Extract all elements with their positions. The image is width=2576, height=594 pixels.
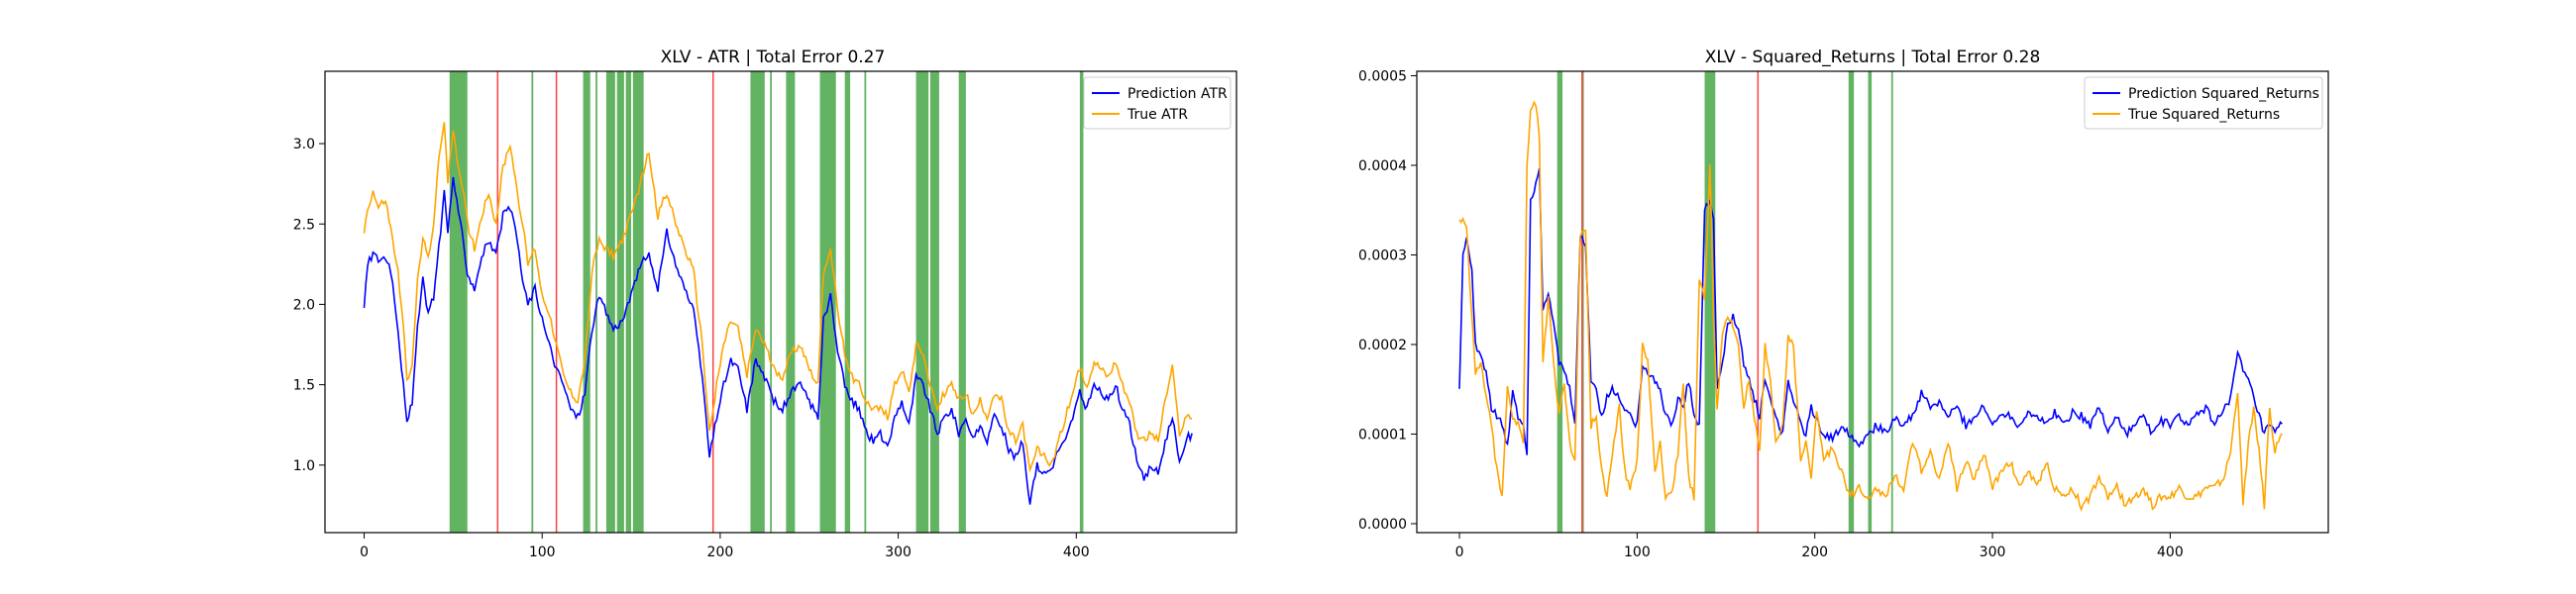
y-axis: 1.0 1.5 2.0 2.5 3.0 (293, 137, 325, 474)
y-tick-label: 3.0 (293, 137, 315, 152)
chart-squared-returns: XLV - Squared_Returns | Total Error 0.28… (1358, 48, 2329, 560)
error-span (632, 71, 644, 533)
series-line (1458, 168, 2283, 455)
x-axis: 0 100 200 300 400 (1455, 533, 2184, 560)
chart-title: XLV - ATR | Total Error 0.27 (661, 48, 886, 67)
y-tick-label: 0.0004 (1358, 158, 1407, 174)
error-span (616, 71, 624, 533)
error-span (531, 71, 534, 533)
x-tick-label: 100 (1624, 544, 1651, 560)
y-tick-label: 0.0000 (1358, 517, 1407, 533)
legend: Prediction Squared_Returns True Squared_R… (2084, 76, 2323, 130)
chart-atr: XLV - ATR | Total Error 0.27 0 100 200 300 4… (293, 48, 1237, 560)
legend-label: Prediction ATR (1127, 86, 1228, 102)
error-span (1848, 71, 1855, 533)
error-span (786, 71, 796, 533)
series-line (1458, 100, 2284, 513)
plot-area (363, 71, 1193, 533)
y-tick-label: 2.5 (293, 217, 315, 233)
error-span (605, 71, 615, 533)
error-span (1556, 71, 1563, 533)
x-tick-label: 100 (529, 544, 556, 560)
error-span (915, 71, 929, 533)
error-span (929, 71, 939, 533)
y-tick-label: 2.0 (293, 297, 315, 313)
x-tick-label: 300 (1980, 544, 2006, 560)
error-span (844, 71, 851, 533)
error-span (583, 71, 590, 533)
error-span (1704, 71, 1716, 533)
x-tick-label: 400 (1063, 544, 1090, 560)
axes-frame (1416, 70, 2329, 534)
y-tick-label: 0.0001 (1358, 427, 1407, 443)
error-span (819, 71, 836, 533)
plot-area (1458, 71, 2284, 533)
error-span (770, 71, 773, 533)
x-tick-label: 300 (885, 544, 912, 560)
x-tick-label: 0 (360, 544, 369, 560)
legend-label: True ATR (1127, 107, 1188, 123)
chart-title: XLV - Squared_Returns | Total Error 0.28 (1705, 48, 2041, 67)
error-span (1890, 71, 1893, 533)
y-tick-label: 1.0 (293, 458, 315, 474)
error-span (1868, 71, 1873, 533)
x-axis: 0 100 200 300 400 (360, 533, 1090, 560)
y-tick-label: 0.0005 (1358, 69, 1407, 85)
error-span (750, 71, 765, 533)
x-tick-label: 200 (707, 544, 734, 560)
y-tick-label: 1.5 (293, 378, 315, 394)
series-line (363, 122, 1193, 473)
axes-frame (324, 70, 1237, 534)
error-span (958, 71, 966, 533)
x-tick-label: 400 (2157, 544, 2184, 560)
legend: Prediction ATR True ATR (1083, 76, 1232, 130)
legend-box (2084, 76, 2323, 130)
error-span (1079, 71, 1084, 533)
x-tick-label: 0 (1455, 544, 1464, 560)
y-tick-label: 0.0003 (1358, 248, 1407, 263)
x-tick-label: 200 (1801, 544, 1828, 560)
error-span (1581, 71, 1584, 533)
y-tick-label: 0.0002 (1358, 338, 1407, 353)
legend-box (1083, 76, 1232, 130)
legend-label: True Squared_Returns (2127, 107, 2280, 123)
y-axis: 0.0000 0.0001 0.0002 0.0003 0.0004 0.0005 (1358, 69, 1417, 533)
series-line (363, 176, 1193, 505)
legend-label: Prediction Squared_Returns (2128, 86, 2319, 102)
error-span (864, 71, 867, 533)
